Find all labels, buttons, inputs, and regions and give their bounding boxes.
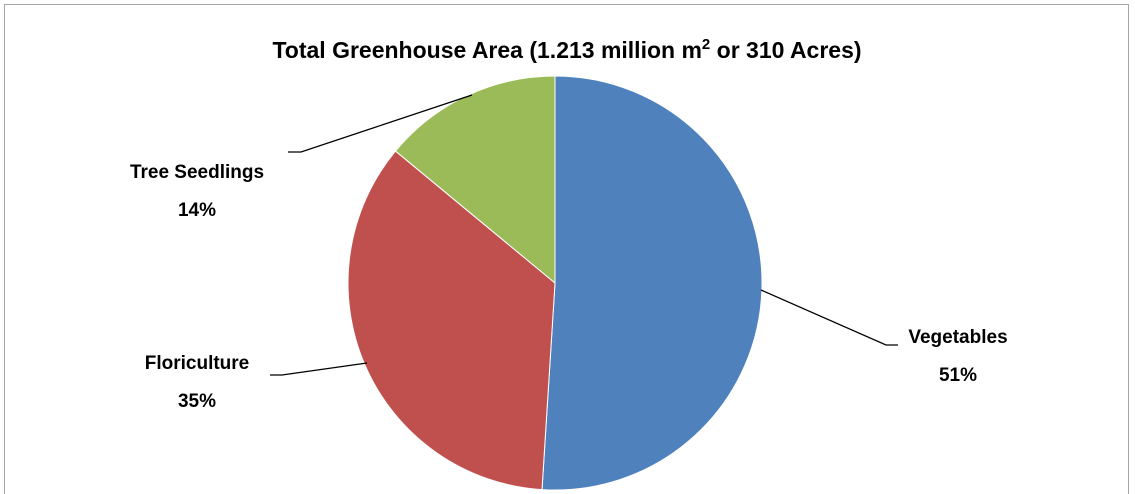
slice-percent-tree-seedlings: 14%	[178, 200, 216, 221]
leader-lines	[270, 94, 898, 376]
leader-line-floriculture	[270, 362, 368, 376]
leader-line-tree-seedlings	[288, 94, 473, 153]
leader-line-vegetables	[760, 289, 898, 346]
pie-slice-tree-seedlings	[394, 75, 556, 285]
chart-title-main: Total Greenhouse Area (1.213 million m	[272, 37, 701, 63]
chart-title-superscript: 2	[702, 36, 710, 53]
pie-slice-floriculture	[347, 150, 556, 491]
slice-percent-floriculture: 35%	[178, 391, 216, 412]
chart-title-rest: or 310 Acres)	[710, 37, 861, 63]
slice-label-tree-seedlings: Tree Seedlings	[130, 162, 264, 183]
slice-label-vegetables: Vegetables	[908, 327, 1007, 348]
pie-slice-vegetables	[541, 75, 763, 491]
slice-label-floriculture: Floriculture	[145, 353, 250, 374]
pie-slices	[347, 75, 763, 491]
slice-percent-vegetables: 51%	[939, 365, 977, 386]
chart-title: Total Greenhouse Area (1.213 million m2 …	[272, 36, 861, 63]
slice-labels: Vegetables 51% Floriculture 35% Tree Seedlin…	[130, 162, 1008, 412]
